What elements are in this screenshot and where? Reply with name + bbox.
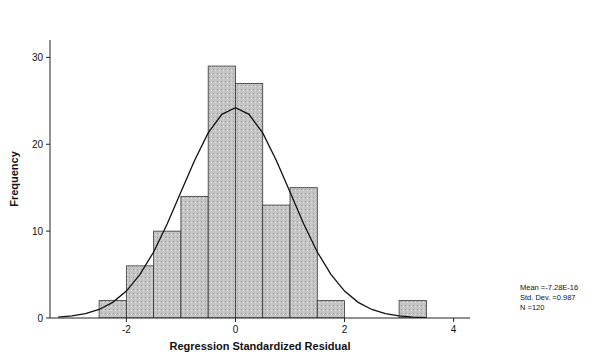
y-tick-label: 30 [32, 52, 44, 63]
x-tick-label: -2 [122, 324, 131, 335]
y-tick [46, 231, 50, 232]
histogram-bar [235, 83, 262, 318]
x-axis-label: Regression Standardized Residual [170, 340, 351, 352]
plot-area [58, 66, 426, 318]
chart-svg: 0 10 20 30 -2 0 2 4 Regression Standardized Resi… [0, 0, 594, 363]
y-tick-label: 20 [32, 139, 44, 150]
x-axis-line [50, 318, 470, 319]
chart-root: 0 10 20 30 -2 0 2 4 Regression Standardized Resi… [0, 0, 594, 363]
x-tick [453, 318, 454, 322]
x-tick-label: 2 [342, 324, 348, 335]
histogram-bar [399, 301, 426, 318]
normal-curve [58, 108, 426, 318]
histogram-bar [181, 196, 208, 318]
stats-annotation: N =120 [520, 303, 544, 312]
y-tick-label: 0 [37, 313, 43, 324]
x-tick [344, 318, 345, 322]
histogram-bar [317, 301, 344, 318]
x-tick [235, 318, 236, 322]
x-tick [126, 318, 127, 322]
y-tick [46, 57, 50, 58]
y-tick [46, 144, 50, 145]
x-tick-label: 4 [451, 324, 457, 335]
y-axis-label: Frequency [8, 150, 20, 207]
histogram-bar [263, 205, 290, 318]
y-axis-line [50, 40, 51, 318]
stats-annotation: Std. Dev. =0.987 [520, 293, 576, 302]
histogram-bar [290, 188, 317, 318]
x-tick-label: 0 [233, 324, 239, 335]
histogram-bar [208, 66, 235, 318]
y-tick [46, 318, 50, 319]
stats-annotation: Mean =-7.28E-16 [520, 283, 578, 292]
histogram-bar [99, 301, 126, 318]
y-tick-label: 10 [32, 226, 44, 237]
